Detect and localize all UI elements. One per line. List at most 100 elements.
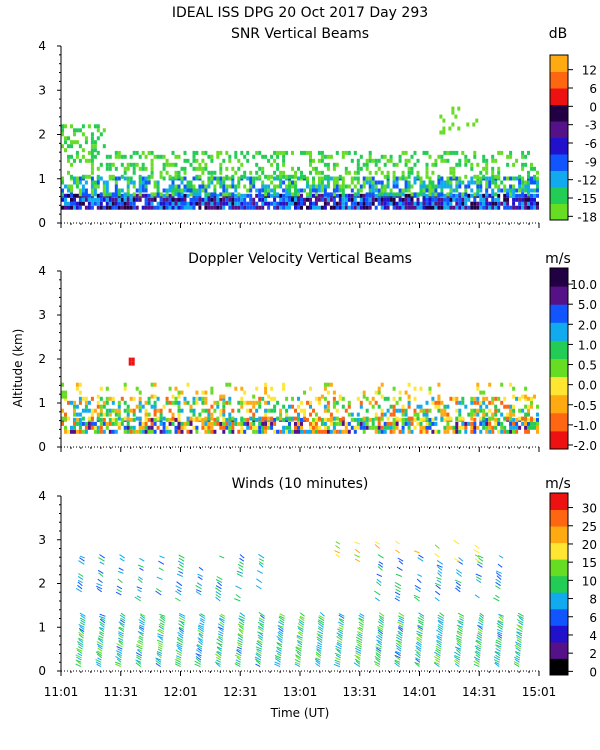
doppler-colorbar-segment xyxy=(550,412,568,432)
snr-cell xyxy=(231,205,235,210)
snr-cell xyxy=(195,158,199,163)
wind-barb xyxy=(158,625,165,630)
snr-cell xyxy=(371,158,375,163)
wind-barb xyxy=(236,648,242,652)
snr-cell xyxy=(171,197,175,202)
doppler-cell xyxy=(482,390,486,395)
snr-cell xyxy=(338,174,342,179)
snr-cell xyxy=(419,184,423,189)
snr-cell xyxy=(485,184,489,189)
wind-barb xyxy=(317,620,324,626)
snr-cell xyxy=(309,162,312,167)
snr-cell xyxy=(395,192,399,197)
snr-cell xyxy=(326,197,330,202)
wind-barb xyxy=(216,651,222,657)
doppler-cell xyxy=(204,408,208,413)
snr-cell xyxy=(452,197,456,202)
snr-cell xyxy=(386,192,390,197)
y-tick-label: 0 xyxy=(38,664,46,678)
snr-cell xyxy=(276,184,280,189)
doppler-cell xyxy=(359,417,363,422)
snr-cell xyxy=(314,201,318,206)
doppler-cell xyxy=(413,396,417,401)
wind-barb xyxy=(495,581,501,587)
doppler-cell xyxy=(356,425,360,430)
doppler-cell xyxy=(437,400,441,405)
snr-cell xyxy=(467,205,471,210)
doppler-cell xyxy=(374,390,378,395)
snr-cell xyxy=(132,170,136,175)
wind-barb xyxy=(137,640,143,646)
snr-cell xyxy=(216,154,220,159)
snr-cell xyxy=(451,122,455,127)
snr-cell xyxy=(485,192,489,197)
snr-cell xyxy=(210,158,214,163)
doppler-cell xyxy=(300,429,303,434)
snr-cell xyxy=(114,176,118,181)
doppler-cell xyxy=(428,390,432,395)
doppler-cell xyxy=(317,429,321,434)
snr-cell xyxy=(326,166,330,171)
snr-cell xyxy=(93,184,97,189)
snr-cell xyxy=(401,188,405,193)
doppler-cell xyxy=(228,429,232,434)
snr-cell xyxy=(165,162,169,167)
snr-cell xyxy=(216,201,220,206)
doppler-cell xyxy=(150,421,154,426)
doppler-cell xyxy=(108,396,112,401)
doppler-cell xyxy=(527,417,530,422)
doppler-cell xyxy=(81,421,85,426)
doppler-cell xyxy=(404,390,408,395)
snr-cell xyxy=(279,184,283,189)
wind-barb xyxy=(375,646,382,650)
snr-cell xyxy=(395,162,399,167)
doppler-cell xyxy=(102,404,106,409)
wind-barb xyxy=(378,615,385,619)
snr-cell xyxy=(267,192,271,197)
wind-barb xyxy=(357,627,364,633)
doppler-cell xyxy=(99,408,103,413)
snr-cell xyxy=(67,205,70,210)
snr-cell xyxy=(335,150,339,155)
snr-cell xyxy=(338,193,342,198)
snr-cell xyxy=(285,150,289,155)
snr-cell xyxy=(192,201,196,206)
wind-barb xyxy=(473,663,480,668)
wind-barb xyxy=(119,623,125,628)
doppler-cell xyxy=(377,386,381,391)
doppler-cell xyxy=(78,425,82,430)
doppler-cell xyxy=(73,408,76,413)
snr-cell xyxy=(314,192,318,197)
snr-cell xyxy=(329,154,333,159)
doppler-cell xyxy=(297,416,300,421)
wind-barb xyxy=(394,662,400,668)
snr-cell xyxy=(398,205,402,210)
snr-cell xyxy=(365,197,369,202)
doppler-cell xyxy=(458,400,462,405)
snr-cell xyxy=(219,170,223,175)
snr-cell xyxy=(362,201,366,206)
doppler-cell xyxy=(61,382,64,387)
snr-cell xyxy=(503,184,507,189)
snr-cell xyxy=(165,170,169,175)
snr-cell xyxy=(61,192,64,197)
doppler-cell xyxy=(320,417,324,422)
snr-cell xyxy=(461,201,465,206)
doppler-cell xyxy=(479,408,483,413)
snr-cell xyxy=(503,176,507,181)
doppler-colorbar-label: 0.5 xyxy=(578,359,597,373)
snr-cell xyxy=(189,201,193,206)
wind-barb xyxy=(237,623,245,628)
wind-barb xyxy=(100,617,106,622)
snr-cell xyxy=(114,184,118,189)
snr-cell xyxy=(428,188,432,193)
snr-cell xyxy=(455,193,459,198)
wind-barb xyxy=(218,628,224,633)
wind-barb xyxy=(255,663,261,668)
snr-cell xyxy=(452,170,456,175)
wind-barb xyxy=(335,544,341,549)
snr-cell xyxy=(96,128,100,133)
wind-barb xyxy=(275,658,281,663)
snr-cell xyxy=(210,154,214,159)
wind-barb xyxy=(175,597,181,602)
